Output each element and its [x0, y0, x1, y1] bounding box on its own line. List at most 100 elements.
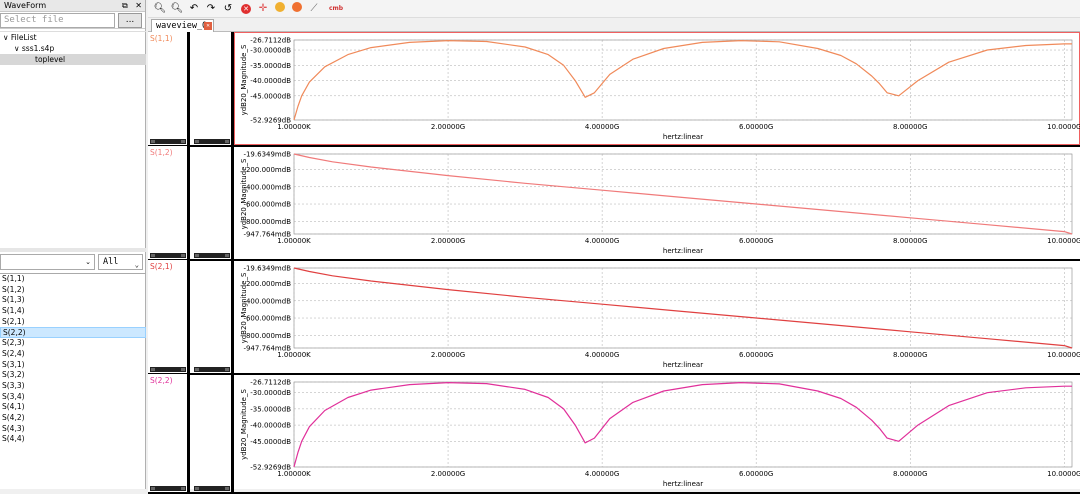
scroll-handle[interactable]	[225, 254, 229, 257]
cmb-icon[interactable]: cmb	[328, 5, 344, 12]
signal-list-item[interactable]: S(1,1)	[2, 274, 25, 283]
column-divider[interactable]	[231, 32, 234, 145]
close-icon[interactable]: ✕	[135, 1, 142, 10]
x-tick-label: 8.00000G	[893, 470, 927, 478]
signal-list-item[interactable]: S(2,2)	[0, 327, 146, 339]
chevron-down-icon[interactable]: ∨	[14, 44, 20, 53]
scroll-handle[interactable]	[225, 140, 229, 143]
tree-item-file[interactable]: ∨ sss1.s4p	[14, 44, 55, 53]
waveform-plot-1[interactable]: -19.6349mdB -200.000mdB -400.000mdB -600.00…	[234, 146, 1080, 259]
signal-list-item[interactable]: S(4,3)	[2, 423, 25, 433]
y-tick-label: -30.0000dB	[250, 389, 291, 397]
x-tick-label: 1.00000K	[277, 237, 311, 245]
y-tick-label: -947.764mdB	[243, 231, 291, 239]
panel-separator[interactable]	[148, 145, 1080, 147]
panel-separator[interactable]	[148, 373, 1080, 375]
scroll-strip[interactable]	[150, 253, 186, 258]
scroll-strip[interactable]	[150, 139, 186, 144]
signal-list-item[interactable]: S(2,3)	[2, 338, 25, 348]
scroll-handle[interactable]	[195, 254, 199, 257]
x-tick-label: 6.00000G	[739, 470, 773, 478]
waveform-plot-3[interactable]: -26.7112dB -30.0000dB -35.0000dB -40.0000dB…	[234, 374, 1080, 492]
column-divider[interactable]	[187, 374, 190, 492]
chevron-down-icon: ⌄	[134, 261, 139, 269]
column-divider[interactable]	[187, 146, 190, 259]
signal-list-item[interactable]: S(1,3)	[2, 295, 25, 305]
browse-button[interactable]: ...	[118, 13, 142, 28]
signal-list-item[interactable]: S(1,2)	[2, 284, 25, 294]
panel-separator[interactable]	[148, 259, 1080, 261]
filter-select[interactable]: ⌄	[0, 254, 95, 270]
chevron-down-icon[interactable]: ∨	[3, 33, 9, 42]
y-tick-label: -52.9269dB	[250, 117, 291, 125]
signal-list-item[interactable]: S(3,4)	[2, 391, 25, 401]
scroll-handle[interactable]	[151, 140, 155, 143]
waveform-plot-2[interactable]: -19.6349mdB -200.000mdB -400.000mdB -600.00…	[234, 260, 1080, 373]
scroll-handle[interactable]	[225, 368, 229, 371]
signal-list-item[interactable]: S(2,4)	[2, 348, 25, 358]
y-axis-label: ydB20_Magnitude_S	[240, 158, 248, 229]
plot-frame	[293, 39, 1073, 121]
refresh-icon[interactable]: ↺	[223, 3, 233, 14]
y-tick-label: -600.000mdB	[243, 315, 291, 323]
filter-all-select[interactable]: All ⌄	[98, 254, 143, 270]
scroll-handle[interactable]	[181, 368, 185, 371]
scroll-handle[interactable]	[195, 368, 199, 371]
column-divider[interactable]	[187, 260, 190, 373]
series-line-S(2,2)	[293, 382, 1072, 468]
signal-list-item[interactable]: S(4,4)	[2, 434, 25, 444]
signal-list-item[interactable]: S(2,1)	[2, 316, 25, 326]
scroll-strip[interactable]	[194, 367, 230, 372]
tree-item-toplevel[interactable]: toplevel	[0, 54, 146, 65]
scroll-handle[interactable]	[195, 140, 199, 143]
y-tick-label: -400.000mdB	[243, 183, 291, 191]
signal-list-item[interactable]: S(3,1)	[2, 359, 25, 369]
plot-signal-name[interactable]: S(2,1)	[150, 262, 173, 271]
scroll-handle[interactable]	[181, 140, 185, 143]
plot-signal-name[interactable]: S(1,2)	[150, 148, 173, 157]
signal-list-item[interactable]: S(4,1)	[2, 402, 25, 412]
plot-signal-name[interactable]: S(1,1)	[150, 34, 173, 43]
x-tick-label: 8.00000G	[893, 123, 927, 131]
marker-icon[interactable]	[273, 2, 287, 16]
splitter[interactable]	[0, 248, 146, 252]
signal-list-item[interactable]: S(4,2)	[2, 412, 25, 422]
signal-list-item[interactable]: S(1,4)	[2, 306, 25, 316]
measure-icon[interactable]: ⟋	[310, 3, 318, 14]
column-divider[interactable]	[187, 32, 190, 145]
y-tick-label: -40.0000dB	[250, 422, 291, 430]
x-tick-label: 8.00000G	[893, 237, 927, 245]
redo-icon[interactable]: ↷	[206, 3, 216, 14]
x-tick-label: 1.00000K	[277, 351, 311, 359]
column-divider[interactable]	[231, 374, 234, 492]
pin-icon[interactable]: ⧉	[122, 1, 128, 10]
zoom-in-icon[interactable]: 🔍︎	[153, 3, 167, 14]
x-tick-label: 6.00000G	[739, 123, 773, 131]
signal-list-item[interactable]: S(3,2)	[2, 370, 25, 380]
zoom-out-icon[interactable]: 🔍︎	[170, 3, 184, 14]
scroll-handle[interactable]	[181, 254, 185, 257]
select-file-input[interactable]: Select file	[0, 13, 115, 28]
y-tick-label: -45.0000dB	[250, 438, 291, 446]
x-axis-label: hertz:linear	[663, 133, 703, 141]
tree-item-filelist[interactable]: ∨ FileList	[3, 33, 37, 42]
signal-label-column: S(2,1)	[148, 260, 187, 373]
undo-icon[interactable]: ↶	[189, 3, 199, 14]
scroll-strip[interactable]	[194, 253, 230, 258]
delete-icon[interactable]: ✕	[239, 2, 253, 16]
scroll-handle[interactable]	[151, 368, 155, 371]
waveform-plot-0[interactable]: -26.7112dB -30.0000dB -35.0000dB -40.0000dB…	[234, 32, 1080, 145]
column-divider[interactable]	[231, 260, 234, 373]
series-line-S(2,1)	[293, 267, 1073, 349]
scroll-handle[interactable]	[151, 254, 155, 257]
scroll-strip[interactable]	[194, 139, 230, 144]
tab-waveview[interactable]: waveview_0 ✕	[151, 19, 214, 32]
close-icon[interactable]: ✕	[204, 22, 212, 30]
plot-signal-name[interactable]: S(2,2)	[150, 376, 173, 385]
cursor-cross-icon[interactable]: ✛	[258, 3, 268, 14]
signal-list-item[interactable]: S(3,3)	[2, 380, 25, 390]
stop-icon[interactable]	[290, 2, 304, 16]
scroll-strip[interactable]	[150, 367, 186, 372]
column-divider[interactable]	[231, 146, 234, 259]
file-select-row: Select file ...	[0, 12, 145, 29]
